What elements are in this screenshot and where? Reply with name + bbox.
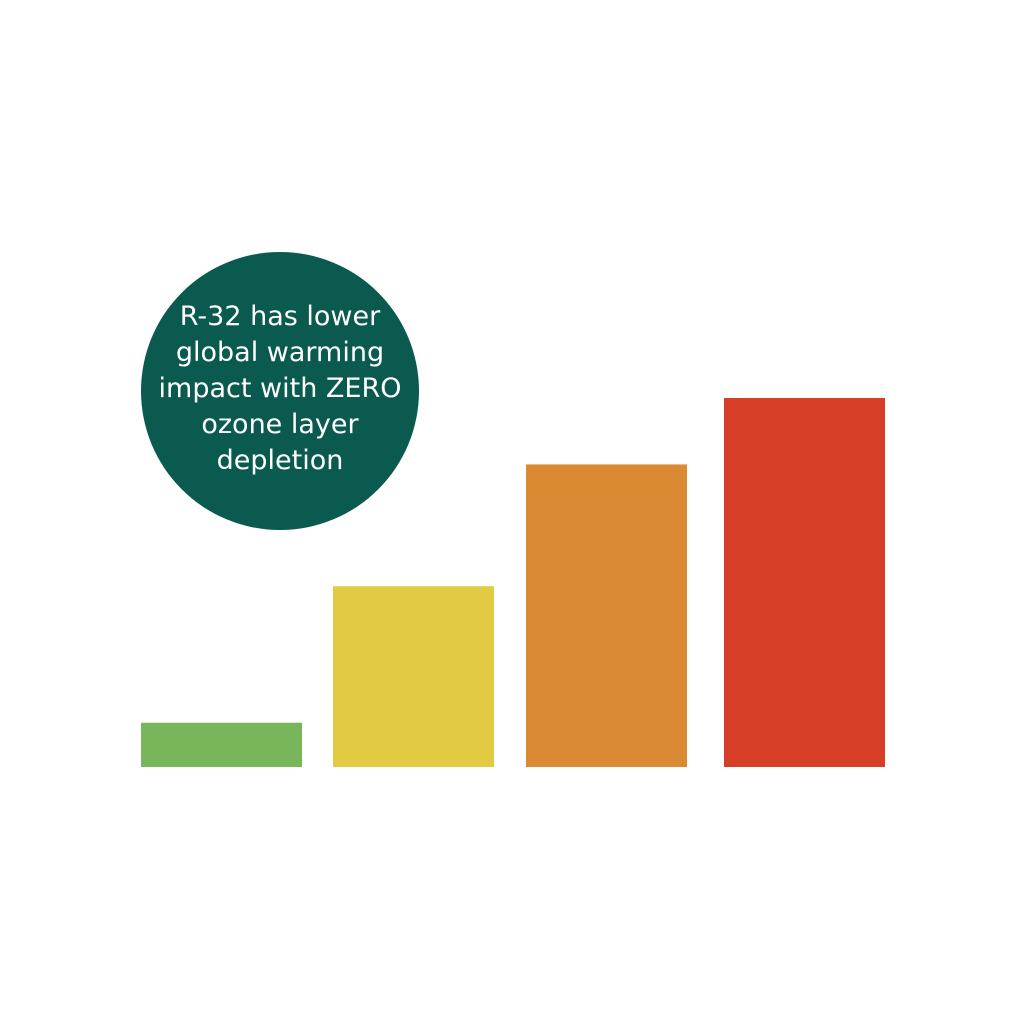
bar-3 [526, 464, 687, 767]
bar-4 [724, 398, 885, 767]
callout-text: R-32 has lower global warming impact wit… [155, 299, 405, 479]
callout-line: depletion [216, 445, 344, 476]
bar-2 [333, 586, 494, 767]
callout-line: global warming [175, 337, 385, 368]
callout-line: R-32 has lower [179, 301, 381, 332]
callout-line: impact with ZERO [158, 373, 402, 404]
callout-circle: R-32 has lower global warming impact wit… [141, 252, 419, 530]
callout-line: ozone layer [201, 409, 359, 440]
bar-1 [141, 722, 302, 767]
